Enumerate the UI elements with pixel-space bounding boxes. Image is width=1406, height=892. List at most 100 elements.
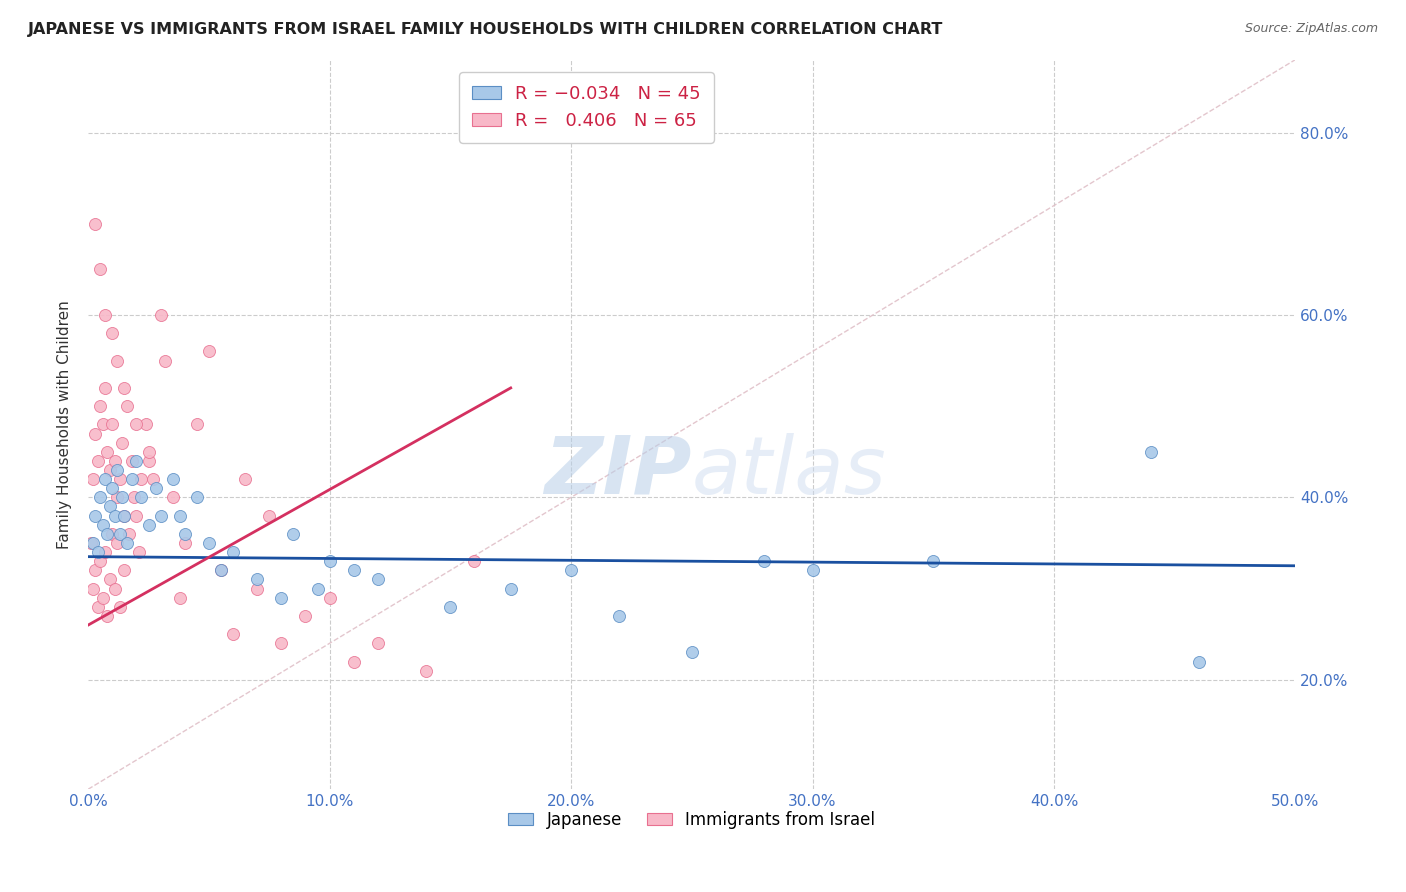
Point <box>104 454 127 468</box>
Point <box>84 563 107 577</box>
Point <box>155 353 177 368</box>
Point <box>173 526 195 541</box>
Point <box>89 399 111 413</box>
Point <box>128 545 150 559</box>
Point <box>560 563 582 577</box>
Point <box>89 554 111 568</box>
Point <box>87 545 110 559</box>
Point <box>246 582 269 596</box>
Point <box>112 381 135 395</box>
Point <box>96 444 118 458</box>
Point <box>138 454 160 468</box>
Point <box>89 491 111 505</box>
Point <box>173 536 195 550</box>
Point <box>681 645 703 659</box>
Point <box>91 517 114 532</box>
Point <box>367 573 389 587</box>
Point <box>108 526 131 541</box>
Point <box>122 491 145 505</box>
Point <box>209 563 232 577</box>
Point <box>96 526 118 541</box>
Point <box>343 655 366 669</box>
Point <box>186 417 208 432</box>
Point <box>84 508 107 523</box>
Point <box>98 573 121 587</box>
Point <box>82 536 104 550</box>
Point <box>94 308 117 322</box>
Point <box>186 491 208 505</box>
Point <box>101 417 124 432</box>
Point <box>112 563 135 577</box>
Point <box>98 500 121 514</box>
Point <box>84 217 107 231</box>
Point <box>84 426 107 441</box>
Text: JAPANESE VS IMMIGRANTS FROM ISRAEL FAMILY HOUSEHOLDS WITH CHILDREN CORRELATION C: JAPANESE VS IMMIGRANTS FROM ISRAEL FAMIL… <box>28 22 943 37</box>
Point <box>105 353 128 368</box>
Point <box>111 435 134 450</box>
Point <box>307 582 329 596</box>
Point <box>112 508 135 523</box>
Point <box>318 554 340 568</box>
Point <box>439 599 461 614</box>
Point <box>105 463 128 477</box>
Point <box>222 545 245 559</box>
Text: atlas: atlas <box>692 433 887 511</box>
Point <box>149 308 172 322</box>
Point <box>138 444 160 458</box>
Point <box>233 472 256 486</box>
Point <box>270 591 292 605</box>
Point <box>198 536 221 550</box>
Point <box>318 591 340 605</box>
Point <box>135 417 157 432</box>
Point <box>108 599 131 614</box>
Point <box>82 582 104 596</box>
Point <box>101 526 124 541</box>
Point <box>162 472 184 486</box>
Point <box>609 609 631 624</box>
Point <box>98 463 121 477</box>
Point <box>101 326 124 341</box>
Point <box>101 481 124 495</box>
Point <box>89 262 111 277</box>
Point <box>343 563 366 577</box>
Point <box>499 582 522 596</box>
Point <box>129 491 152 505</box>
Point <box>149 508 172 523</box>
Point <box>108 472 131 486</box>
Point <box>125 417 148 432</box>
Point <box>222 627 245 641</box>
Point <box>754 554 776 568</box>
Point <box>169 508 191 523</box>
Point <box>121 454 143 468</box>
Point <box>82 472 104 486</box>
Point <box>91 417 114 432</box>
Point <box>125 454 148 468</box>
Point <box>121 472 143 486</box>
Point <box>94 472 117 486</box>
Point <box>1188 655 1211 669</box>
Point <box>115 536 138 550</box>
Text: ZIP: ZIP <box>544 433 692 511</box>
Point <box>246 573 269 587</box>
Point <box>367 636 389 650</box>
Point <box>257 508 280 523</box>
Point <box>87 599 110 614</box>
Point <box>104 508 127 523</box>
Point <box>94 545 117 559</box>
Point <box>922 554 945 568</box>
Point <box>142 472 165 486</box>
Point <box>87 454 110 468</box>
Point <box>283 526 305 541</box>
Point <box>198 344 221 359</box>
Text: Source: ZipAtlas.com: Source: ZipAtlas.com <box>1244 22 1378 36</box>
Point <box>801 563 824 577</box>
Point <box>415 664 437 678</box>
Point <box>129 472 152 486</box>
Point <box>94 381 117 395</box>
Point <box>111 491 134 505</box>
Point <box>91 591 114 605</box>
Point <box>105 491 128 505</box>
Point <box>96 609 118 624</box>
Point <box>125 508 148 523</box>
Point <box>169 591 191 605</box>
